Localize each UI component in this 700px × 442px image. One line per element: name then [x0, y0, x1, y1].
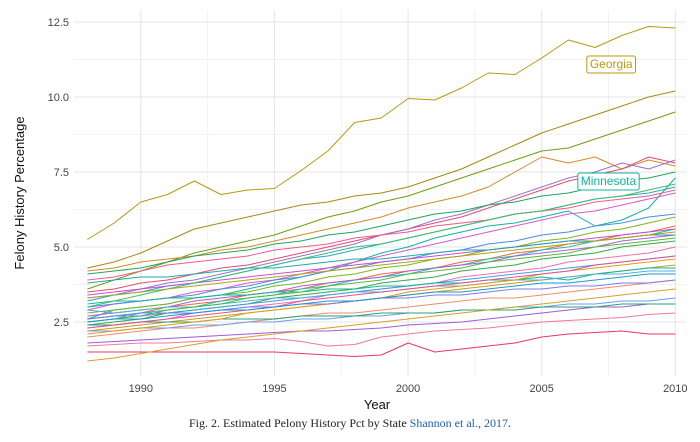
x-tick-label: 2005	[529, 383, 553, 395]
series-line-5	[87, 156, 676, 272]
figure-caption: Fig. 2. Estimated Pelony History Pct by …	[0, 416, 700, 431]
annotation-label: Minnesota	[581, 174, 637, 188]
series-line-georgia	[87, 26, 676, 240]
annotations: Georgia Minnesota	[577, 55, 640, 191]
caption-period: .	[508, 416, 511, 430]
series-line-22	[87, 297, 676, 332]
series-line-10	[87, 192, 676, 311]
y-tick-labels: 2.5 5.0 7.5 10.0 12.5	[48, 17, 69, 329]
series-lines	[87, 26, 676, 362]
series-line-38	[87, 273, 676, 323]
annotation-box	[586, 55, 637, 74]
series-line-30	[87, 237, 676, 323]
x-tick-label: 2000	[396, 383, 420, 395]
x-axis-title: Year	[364, 397, 391, 412]
series-line-3	[87, 111, 676, 290]
series-line-27	[87, 288, 676, 362]
annotation-minnesota: Minnesota	[577, 172, 640, 191]
series-line-8	[87, 171, 676, 275]
y-tick-label: 10.0	[48, 92, 69, 104]
series-line-21	[87, 279, 676, 338]
annotation-georgia: Georgia	[586, 55, 637, 74]
series-line-24	[87, 303, 676, 326]
series-line-4	[87, 90, 676, 269]
series-line-26	[87, 330, 676, 357]
x-tick-label: 2010	[663, 383, 687, 395]
x-tick-labels: 1990 1995 2000 2005 2010	[129, 383, 688, 395]
caption-label: Fig. 2. Estimated Pelony History Pct by …	[189, 416, 410, 430]
series-line-36	[87, 231, 676, 299]
annotation-label: Georgia	[590, 57, 633, 71]
series-line-35	[87, 183, 676, 308]
series-line-15	[87, 234, 676, 317]
y-tick-label: 5.0	[54, 242, 69, 254]
series-line-25	[87, 312, 676, 347]
caption-citation-link[interactable]: Shannon et al., 2017	[409, 416, 508, 430]
series-line-37	[87, 255, 676, 329]
series-line-23	[87, 303, 676, 344]
y-tick-label: 7.5	[54, 167, 69, 179]
series-line-18	[87, 255, 676, 320]
y-tick-label: 12.5	[48, 17, 69, 29]
y-axis-title: Felony History Percentage	[12, 116, 27, 269]
series-line-12	[87, 216, 676, 314]
annotation-box	[577, 172, 640, 191]
x-tick-label: 1995	[262, 383, 286, 395]
series-line-29	[87, 228, 676, 296]
y-tick-label: 2.5	[54, 317, 69, 329]
series-line-33	[87, 189, 676, 281]
series-line-20	[87, 267, 676, 305]
series-line-32	[87, 234, 676, 284]
x-tick-label: 1990	[129, 383, 153, 395]
